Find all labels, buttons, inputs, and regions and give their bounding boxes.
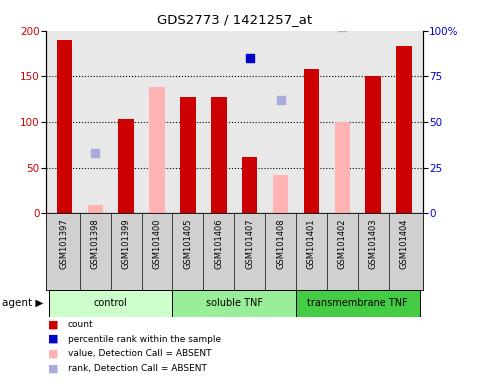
Text: ■: ■ — [48, 363, 59, 373]
Text: ■: ■ — [48, 319, 59, 329]
Point — [91, 150, 99, 156]
Point — [215, 13, 223, 19]
Text: soluble TNF: soluble TNF — [206, 298, 263, 308]
Text: count: count — [68, 320, 93, 329]
Text: GSM101400: GSM101400 — [153, 218, 161, 269]
Bar — [366, 76, 381, 213]
Point — [369, 15, 377, 21]
Text: GSM101404: GSM101404 — [399, 218, 409, 269]
Bar — [304, 69, 319, 213]
Text: ■: ■ — [48, 349, 59, 359]
Text: GSM101397: GSM101397 — [60, 218, 69, 269]
Text: control: control — [94, 298, 128, 308]
Point — [122, 18, 130, 25]
Text: GSM101403: GSM101403 — [369, 218, 378, 269]
Text: GSM101405: GSM101405 — [184, 218, 192, 269]
Bar — [335, 122, 350, 213]
Bar — [273, 175, 288, 213]
Bar — [397, 46, 412, 213]
Text: ■: ■ — [48, 334, 59, 344]
Point — [400, 0, 408, 7]
Text: agent ▶: agent ▶ — [2, 298, 44, 308]
Bar — [149, 87, 165, 213]
Text: transmembrane TNF: transmembrane TNF — [307, 298, 408, 308]
Point — [277, 97, 284, 103]
Point — [246, 55, 254, 61]
Bar — [87, 205, 103, 213]
Bar — [211, 97, 227, 213]
FancyBboxPatch shape — [172, 290, 296, 317]
Text: GSM101401: GSM101401 — [307, 218, 316, 269]
Point — [308, 13, 315, 19]
Text: GSM101399: GSM101399 — [122, 218, 131, 269]
Point — [60, 0, 68, 7]
Bar — [118, 119, 134, 213]
Bar — [57, 40, 72, 213]
Text: rank, Detection Call = ABSENT: rank, Detection Call = ABSENT — [68, 364, 207, 373]
Text: GSM101398: GSM101398 — [91, 218, 100, 269]
FancyBboxPatch shape — [296, 290, 420, 317]
Text: GDS2773 / 1421257_at: GDS2773 / 1421257_at — [156, 13, 312, 26]
Text: GSM101402: GSM101402 — [338, 218, 347, 269]
FancyBboxPatch shape — [49, 290, 172, 317]
Point — [184, 9, 192, 15]
Point — [339, 24, 346, 30]
Text: GSM101408: GSM101408 — [276, 218, 285, 269]
Text: value, Detection Call = ABSENT: value, Detection Call = ABSENT — [68, 349, 211, 358]
Text: GSM101406: GSM101406 — [214, 218, 223, 269]
Bar — [180, 97, 196, 213]
Bar — [242, 157, 257, 213]
Text: GSM101407: GSM101407 — [245, 218, 254, 269]
Point — [153, 13, 161, 19]
Text: percentile rank within the sample: percentile rank within the sample — [68, 334, 221, 344]
